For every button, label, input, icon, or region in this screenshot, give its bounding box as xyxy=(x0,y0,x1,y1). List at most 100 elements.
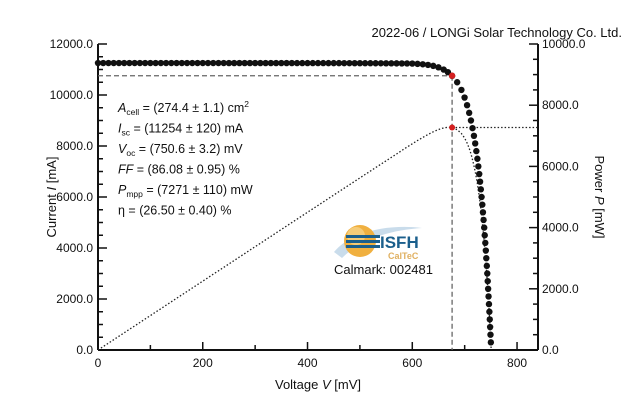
y2-tick-label: 4000.0 xyxy=(542,221,579,235)
iv-data-point xyxy=(147,59,154,67)
y2-tick-label: 2000.0 xyxy=(542,282,579,296)
y2-tick-label: 0.0 xyxy=(542,343,559,357)
iv-data-point xyxy=(100,59,107,67)
iv-data-point xyxy=(288,59,296,67)
iv-data-point xyxy=(476,178,484,185)
mpp-power-marker xyxy=(449,124,456,131)
iv-data-point xyxy=(236,59,243,67)
annotation-text: = (750.6 ± 3.2) mV xyxy=(135,142,243,156)
iv-data-point xyxy=(444,68,452,76)
iv-data-point xyxy=(435,64,442,71)
iv-data-point xyxy=(199,59,206,67)
iv-data-point xyxy=(471,140,479,147)
iv-data-point xyxy=(470,132,478,139)
iv-data-point xyxy=(152,59,159,67)
iv-data-point xyxy=(136,59,144,67)
annotation-text: η = (26.50 ± 0.40) % xyxy=(118,204,232,218)
iv-data-point xyxy=(485,293,492,300)
y2-axis-label: Power P [mW] xyxy=(592,155,607,238)
iv-data-point xyxy=(178,59,186,67)
iv-data-point xyxy=(465,109,473,117)
iv-data-point xyxy=(346,59,353,67)
iv-data-point xyxy=(483,262,491,270)
annotation-subscript: cell xyxy=(126,107,139,117)
mpp-iv-marker xyxy=(448,72,456,79)
iv-data-point xyxy=(204,59,212,67)
iv-data-point xyxy=(120,59,128,67)
iv-data-point xyxy=(351,59,358,67)
iv-data-point xyxy=(330,59,337,67)
iv-data-point xyxy=(183,59,191,67)
iv-data-point xyxy=(453,79,461,86)
logo-subname: CalTeC xyxy=(388,251,419,261)
iv-data-point xyxy=(309,59,316,67)
annotation-line: Acell = (274.4 ± 1.1) cm2 xyxy=(117,99,249,117)
iv-data-point xyxy=(486,323,494,331)
iv-data-point xyxy=(485,300,493,308)
iv-data-point xyxy=(419,61,426,68)
isfh-logo: ISFH CalTeC xyxy=(334,225,422,261)
iv-points xyxy=(94,59,495,346)
iv-data-point xyxy=(251,59,259,67)
iv-data-point xyxy=(403,60,411,67)
annotation-line: Isc = (11254 ± 120) mA xyxy=(118,122,244,138)
iv-data-point xyxy=(105,59,112,67)
annotation-line: η = (26.50 ± 0.40) % xyxy=(118,204,232,218)
annotation-var: A xyxy=(117,101,126,115)
annotation-text: = (11254 ± 120) mA xyxy=(130,122,244,136)
iv-data-point xyxy=(479,201,486,208)
annotation-line: FF = (86.08 ± 0.95) % xyxy=(118,163,240,177)
iv-data-point xyxy=(278,59,285,67)
chart-title: 2022-06 / LONGi Solar Technology Co. Ltd… xyxy=(371,25,622,40)
y2-tick-label: 8000.0 xyxy=(542,98,579,112)
x-tick-label: 800 xyxy=(507,356,527,370)
y-tick-label: 8000.0 xyxy=(56,139,93,153)
iv-data-point xyxy=(225,59,233,67)
iv-data-point xyxy=(393,60,400,67)
iv-data-point xyxy=(314,59,322,67)
iv-data-point xyxy=(482,247,490,254)
annotation-var: V xyxy=(118,142,128,156)
annotation-block: Acell = (274.4 ± 1.1) cm2 Isc = (11254 ± … xyxy=(117,99,253,218)
annotation-line: Voc = (750.6 ± 3.2) mV xyxy=(118,142,243,158)
annotation-subscript: oc xyxy=(126,148,136,158)
iv-data-point xyxy=(115,59,123,67)
iv-data-point xyxy=(478,193,485,201)
annotation-text: = (86.08 ± 0.95) % xyxy=(133,163,240,177)
iv-data-point xyxy=(262,59,269,67)
iv-data-point xyxy=(487,339,495,346)
iv-data-point xyxy=(482,239,489,247)
logo-name: ISFH xyxy=(380,233,419,252)
annotation-line: Pmpp = (7271 ± 110) mW xyxy=(118,183,253,199)
iv-data-point xyxy=(267,59,275,67)
annotation-var: I xyxy=(118,122,122,136)
logo-line xyxy=(346,245,380,248)
iv-data-point xyxy=(356,59,364,67)
power-curve-line xyxy=(97,126,492,351)
y-axis-label: Current I [mA] xyxy=(44,157,59,238)
calmark: Calmark: 002481 xyxy=(334,262,433,277)
annotation-text: = (7271 ± 110) mW xyxy=(143,183,253,197)
iv-data-point xyxy=(463,102,471,109)
iv-data-point xyxy=(382,60,390,67)
annotation-subscript: sc xyxy=(121,128,130,138)
iv-data-point xyxy=(458,86,465,94)
iv-data-point xyxy=(335,59,343,67)
iv-data-point xyxy=(367,60,374,67)
iv-data-point xyxy=(430,62,437,70)
iv-data-point xyxy=(414,60,421,68)
iv-data-point xyxy=(461,94,468,101)
iv-data-point xyxy=(473,147,480,155)
iv-data-point xyxy=(474,155,481,162)
iv-data-point xyxy=(272,59,280,67)
iv-data-point xyxy=(189,59,196,67)
y-tick-label: 4000.0 xyxy=(56,241,93,255)
iv-data-point xyxy=(484,285,492,292)
x-tick-label: 400 xyxy=(298,356,318,370)
iv-data-point xyxy=(484,270,491,277)
iv-data-point xyxy=(361,60,369,67)
iv-data-point xyxy=(469,124,476,132)
iv-data-point xyxy=(398,60,406,67)
iv-data-point xyxy=(487,331,494,338)
